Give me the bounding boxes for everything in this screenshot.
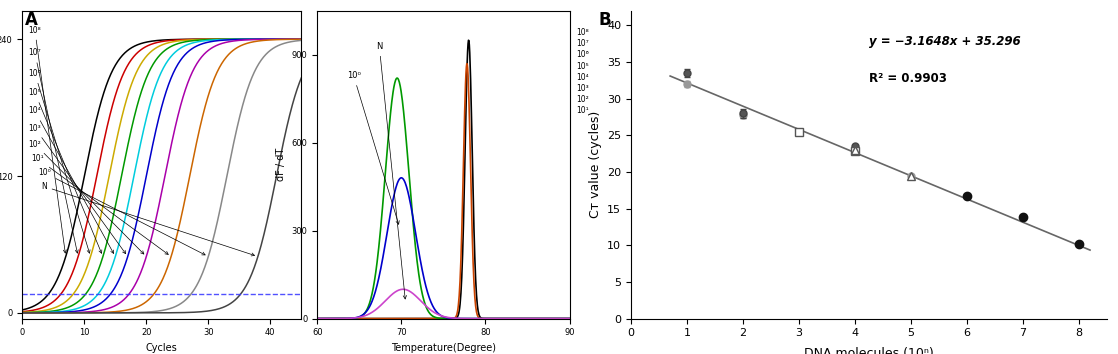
Y-axis label: Cᴛ value (cycles): Cᴛ value (cycles) (588, 111, 601, 218)
Y-axis label: dF / dT: dF / dT (276, 148, 286, 181)
Text: A: A (25, 11, 38, 29)
X-axis label: DNA molecules (10ⁿ): DNA molecules (10ⁿ) (804, 347, 934, 354)
Text: 10²: 10² (29, 139, 144, 254)
Text: 10⁴: 10⁴ (576, 73, 589, 82)
Text: 10⁵: 10⁵ (576, 62, 589, 70)
Text: 10⁸: 10⁸ (29, 25, 66, 253)
Text: 10⁷: 10⁷ (29, 48, 78, 253)
Text: 10⁰: 10⁰ (38, 168, 205, 255)
Text: 10⁶: 10⁶ (576, 50, 589, 59)
Text: 10¹: 10¹ (31, 154, 168, 255)
Text: 10⁷: 10⁷ (576, 39, 589, 48)
Text: R² = 0.9903: R² = 0.9903 (869, 72, 947, 85)
Text: y = −3.1648x + 35.296: y = −3.1648x + 35.296 (869, 35, 1021, 48)
Text: 10¹: 10¹ (576, 106, 589, 115)
Text: 10⁸: 10⁸ (576, 28, 589, 37)
Text: 10²: 10² (576, 95, 589, 104)
X-axis label: Cycles: Cycles (146, 343, 178, 353)
Text: 10⁴: 10⁴ (29, 107, 114, 253)
Text: B: B (598, 11, 610, 29)
Text: 10³: 10³ (29, 124, 125, 254)
Text: 10⁶: 10⁶ (29, 69, 91, 253)
Text: N: N (41, 182, 255, 256)
Text: 10⁵: 10⁵ (29, 88, 102, 253)
Text: 10³: 10³ (576, 84, 589, 93)
Text: 10⁰: 10⁰ (347, 71, 399, 224)
Text: N: N (376, 42, 407, 299)
X-axis label: Temperature(Degree): Temperature(Degree) (391, 343, 496, 353)
